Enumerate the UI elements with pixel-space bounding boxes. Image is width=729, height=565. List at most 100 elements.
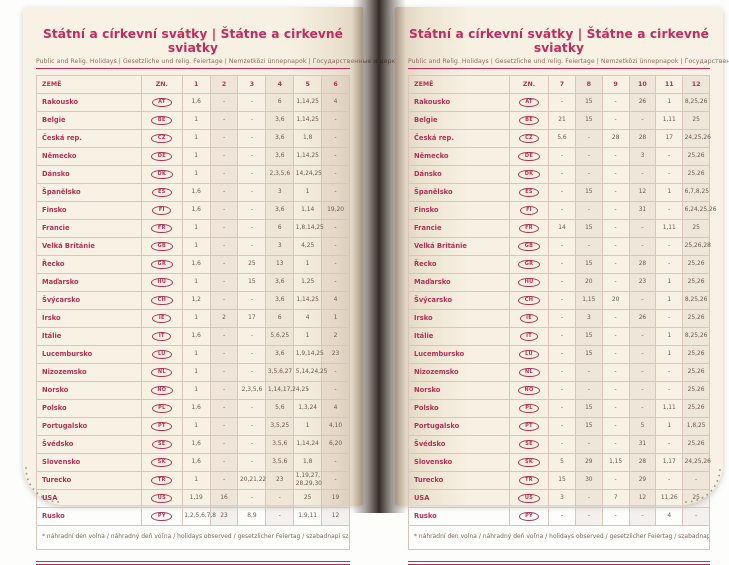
country-code-cell: PT xyxy=(140,417,183,436)
table-row: Španělsko ES 1,6- -3 1- xyxy=(36,183,350,202)
month-cell: 3,6 xyxy=(265,345,295,364)
month-cell: 14 xyxy=(548,219,576,238)
country-code-badge: IE xyxy=(519,313,539,324)
table-row: Portugalsko PT 1- -3,5,25 1 4,10 xyxy=(36,417,350,436)
country-code-badge: FR xyxy=(518,223,540,234)
left-page: Státní a církevní svátky | Štátne a cirk… xyxy=(23,7,453,565)
country-code-badge: GR xyxy=(518,259,540,270)
country-code-cell: FR xyxy=(508,219,550,238)
month-cell: 14,24,25 xyxy=(293,165,323,184)
month-cell: - xyxy=(628,363,657,382)
country-code-cell: IE xyxy=(140,309,183,328)
country-name: Španělsko xyxy=(36,183,142,202)
table-row: USA US 1,19 16- -25 19 xyxy=(36,489,350,508)
month-cell: 1 xyxy=(293,417,323,436)
month-cell: - xyxy=(321,183,350,202)
country-code-cell: LU xyxy=(508,345,550,364)
month-cell: - xyxy=(209,237,239,256)
month-cell: - xyxy=(237,363,267,382)
month-cell: - xyxy=(209,273,239,292)
country-code-badge: NL xyxy=(518,367,540,378)
country-code-badge: FI xyxy=(152,205,172,216)
month-cell: 23 xyxy=(321,345,350,364)
month-cell: 25,26 xyxy=(682,165,710,184)
country-code-badge: PL xyxy=(151,403,173,414)
month-cell: - xyxy=(548,291,576,310)
right-page: Státní a církevní svátky | Štátne a cirk… xyxy=(395,7,729,565)
month-cell: - xyxy=(628,111,657,130)
country-code-badge: GB xyxy=(518,241,540,252)
month-cell: - xyxy=(321,219,350,238)
country-code-badge: NL xyxy=(151,367,173,378)
month-cell: - xyxy=(548,345,576,364)
month-cell: 1,14 xyxy=(293,201,323,220)
country-name: Česká rep. xyxy=(408,129,510,148)
column-header: 7 xyxy=(548,75,576,94)
country-code-badge: DK xyxy=(151,169,173,180)
month-cell: 5 xyxy=(548,453,576,472)
month-cell: - xyxy=(209,417,239,436)
month-cell: 11,26 xyxy=(655,489,684,508)
table-row: Rusko PY - - - -4- xyxy=(408,507,710,526)
month-cell: 3,5,6 xyxy=(265,435,295,454)
country-name: Portugalsko xyxy=(408,417,510,436)
month-cell: 15 xyxy=(574,111,603,130)
country-code-badge: PL xyxy=(518,403,540,414)
country-code-cell: GB xyxy=(140,237,183,256)
country-code-badge: TR xyxy=(518,475,540,486)
month-cell: - xyxy=(574,237,603,256)
country-code-badge: GR xyxy=(151,259,173,270)
footnote-row: * náhradní den volna / náhradný deň voľn… xyxy=(408,525,710,550)
country-code-cell: SK xyxy=(508,453,550,472)
month-cell: 1 xyxy=(321,309,350,328)
month-cell: 1,14,24 xyxy=(293,435,323,454)
month-cell: 1 xyxy=(181,417,211,436)
country-code-cell: FI xyxy=(508,201,550,220)
country-name: Lucembursko xyxy=(408,345,510,364)
month-cell: 20 xyxy=(601,291,630,310)
month-cell: - xyxy=(237,453,267,472)
table-row: Česká rep. CZ 5,6-28 28 17 24,25,26 xyxy=(408,129,711,148)
country-code-badge: SE xyxy=(518,439,540,450)
month-cell: 3,6 xyxy=(265,129,295,148)
country-name: Německo xyxy=(408,147,510,166)
month-cell: - xyxy=(548,417,576,436)
table-row: Polsko PL 1,6- -5,6 1,3,24 4 xyxy=(36,399,350,418)
country-code-cell: DE xyxy=(508,147,550,166)
table-row: Lucembursko LU 1- -3,6 1,9,14,25 23 xyxy=(36,345,350,364)
month-cell: - xyxy=(574,147,603,166)
month-cell: 25,26 xyxy=(682,255,710,274)
month-cell: - xyxy=(321,165,350,184)
table-row: Dánsko DK 1- -2,3,5,6 14,24,25- xyxy=(36,165,350,184)
country-name: Slovensko xyxy=(36,453,142,472)
month-cell: 5,14,24,25 xyxy=(293,363,328,382)
month-cell: 1,15 xyxy=(601,453,630,472)
country-name: Španělsko xyxy=(408,183,510,202)
month-cell: 3 xyxy=(265,237,295,256)
page-title: Státní a církevní svátky | Štátne a cirk… xyxy=(409,27,709,55)
month-cell: - xyxy=(655,165,684,184)
country-code-badge: LU xyxy=(518,349,540,360)
month-cell: 15 xyxy=(574,399,603,418)
month-cell: 6 xyxy=(265,219,295,238)
country-name: Rusko xyxy=(408,507,510,526)
month-cell: 1,14,25 xyxy=(293,291,323,310)
month-cell: 25,26 xyxy=(682,363,710,382)
page-subtitle: Public and Relig. Holidays | Gesetzliche… xyxy=(408,58,729,65)
country-name: Belgie xyxy=(408,111,510,130)
country-name: Itálie xyxy=(36,327,142,346)
month-cell: 3,6 xyxy=(265,111,295,130)
table-row: Lucembursko LU -15- -1 25,26 xyxy=(408,345,710,364)
month-cell: 8,25,26 xyxy=(682,291,710,310)
month-cell: 28 xyxy=(601,129,630,148)
table-row: Turecko TR 15 30-29- - xyxy=(408,471,710,490)
country-code-badge: SK xyxy=(151,457,173,468)
month-cell: 5,6,25 xyxy=(265,327,295,346)
column-header: 11 xyxy=(655,75,684,94)
month-cell: - xyxy=(548,381,576,400)
table-row: Česká rep. CZ 1- -3,6 1,8- xyxy=(36,129,350,148)
country-code-cell: CZ xyxy=(140,129,183,148)
country-name: Švýcarsko xyxy=(36,291,142,310)
table-row: Řecko GR -15-28-25,26 xyxy=(408,255,710,274)
month-cell: 4,25 xyxy=(293,237,323,256)
